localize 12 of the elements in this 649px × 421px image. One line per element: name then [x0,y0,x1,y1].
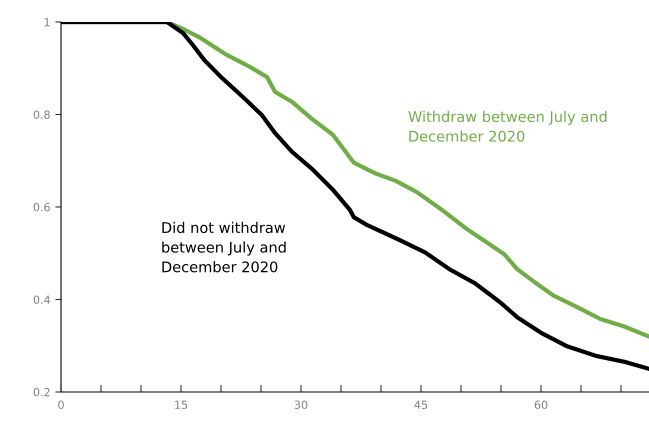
x-tick-label: 60 [534,400,548,409]
x-tick-label: 0 [58,400,64,409]
text: Did not withdraw between July and December 2020 [162,222,286,272]
y-tick-label: 0.8 [34,110,50,119]
y-tick-label: 0.4 [34,295,50,304]
y-tick-label: 0.2 [34,388,50,396]
x-tick-label: 15 [175,400,188,409]
y-tick-label: 0.6 [34,202,50,212]
text: Withdraw between July and December 2020 [408,110,606,142]
y-tick-label: 1 [44,18,50,26]
x-tick-label: 30 [294,400,308,409]
x-tick-label: 45 [414,400,428,409]
